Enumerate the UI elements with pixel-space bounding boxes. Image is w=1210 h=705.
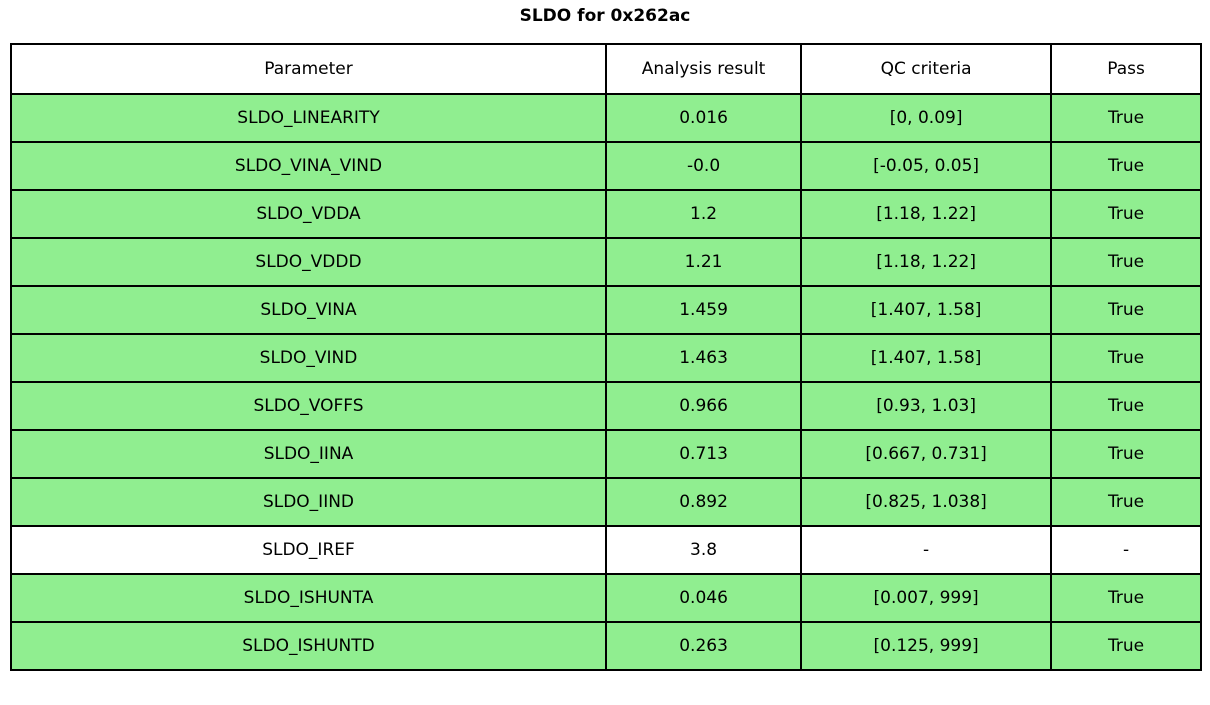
column-header-parameter: Parameter (10, 43, 607, 95)
cell-pass: True (1050, 621, 1202, 671)
cell-analysis-result: 1.21 (604, 237, 803, 287)
column-header-analysis-result: Analysis result (604, 43, 803, 95)
cell-pass: True (1050, 477, 1202, 527)
table-row: SLDO_VOFFS 0.966 [0.93, 1.03] True (10, 381, 1202, 431)
cell-analysis-result: 0.713 (604, 429, 803, 479)
cell-pass: True (1050, 141, 1202, 191)
cell-analysis-result: 3.8 (604, 525, 803, 575)
qc-results-table: Parameter Analysis result QC criteria Pa… (10, 43, 1202, 671)
cell-qc-criteria: [1.407, 1.58] (800, 333, 1053, 383)
table-row: SLDO_VDDA 1.2 [1.18, 1.22] True (10, 189, 1202, 239)
cell-pass: True (1050, 93, 1202, 143)
cell-analysis-result: 0.892 (604, 477, 803, 527)
cell-qc-criteria: [0.667, 0.731] (800, 429, 1053, 479)
cell-qc-criteria: [1.18, 1.22] (800, 189, 1053, 239)
cell-parameter: SLDO_IIND (10, 477, 607, 527)
cell-parameter: SLDO_VDDD (10, 237, 607, 287)
column-header-qc-criteria: QC criteria (800, 43, 1053, 95)
table-row: SLDO_ISHUNTD 0.263 [0.125, 999] True (10, 621, 1202, 671)
cell-qc-criteria: [0.007, 999] (800, 573, 1053, 623)
table-row: SLDO_VIND 1.463 [1.407, 1.58] True (10, 333, 1202, 383)
cell-parameter: SLDO_ISHUNTA (10, 573, 607, 623)
header-row: Parameter Analysis result QC criteria Pa… (10, 43, 1202, 95)
cell-parameter: SLDO_VOFFS (10, 381, 607, 431)
cell-qc-criteria: [0.825, 1.038] (800, 477, 1053, 527)
cell-qc-criteria: [0.93, 1.03] (800, 381, 1053, 431)
cell-parameter: SLDO_VINA_VIND (10, 141, 607, 191)
table-row: SLDO_LINEARITY 0.016 [0, 0.09] True (10, 93, 1202, 143)
cell-parameter: SLDO_VDDA (10, 189, 607, 239)
cell-analysis-result: 0.966 (604, 381, 803, 431)
cell-parameter: SLDO_IREF (10, 525, 607, 575)
table-row: SLDO_VINA_VIND -0.0 [-0.05, 0.05] True (10, 141, 1202, 191)
cell-pass: True (1050, 429, 1202, 479)
cell-analysis-result: 0.016 (604, 93, 803, 143)
cell-parameter: SLDO_VIND (10, 333, 607, 383)
cell-qc-criteria: [-0.05, 0.05] (800, 141, 1053, 191)
page-title: SLDO for 0x262ac (519, 6, 691, 26)
cell-pass: True (1050, 285, 1202, 335)
cell-pass: True (1050, 381, 1202, 431)
cell-pass: True (1050, 573, 1202, 623)
cell-analysis-result: -0.0 (604, 141, 803, 191)
table-row: SLDO_IREF 3.8 - - (10, 525, 1202, 575)
cell-analysis-result: 1.2 (604, 189, 803, 239)
cell-qc-criteria: [1.18, 1.22] (800, 237, 1053, 287)
table-row: SLDO_IINA 0.713 [0.667, 0.731] True (10, 429, 1202, 479)
cell-qc-criteria: [0, 0.09] (800, 93, 1053, 143)
cell-analysis-result: 0.263 (604, 621, 803, 671)
table-row: SLDO_VDDD 1.21 [1.18, 1.22] True (10, 237, 1202, 287)
cell-analysis-result: 1.459 (604, 285, 803, 335)
cell-pass: - (1050, 525, 1202, 575)
cell-qc-criteria: [1.407, 1.58] (800, 285, 1053, 335)
cell-qc-criteria: - (800, 525, 1053, 575)
cell-pass: True (1050, 333, 1202, 383)
column-header-pass: Pass (1050, 43, 1202, 95)
cell-parameter: SLDO_LINEARITY (10, 93, 607, 143)
cell-analysis-result: 0.046 (604, 573, 803, 623)
cell-parameter: SLDO_IINA (10, 429, 607, 479)
cell-pass: True (1050, 237, 1202, 287)
table-row: SLDO_ISHUNTA 0.046 [0.007, 999] True (10, 573, 1202, 623)
cell-qc-criteria: [0.125, 999] (800, 621, 1053, 671)
cell-pass: True (1050, 189, 1202, 239)
cell-parameter: SLDO_ISHUNTD (10, 621, 607, 671)
table-row: SLDO_VINA 1.459 [1.407, 1.58] True (10, 285, 1202, 335)
table-row: SLDO_IIND 0.892 [0.825, 1.038] True (10, 477, 1202, 527)
cell-parameter: SLDO_VINA (10, 285, 607, 335)
cell-analysis-result: 1.463 (604, 333, 803, 383)
